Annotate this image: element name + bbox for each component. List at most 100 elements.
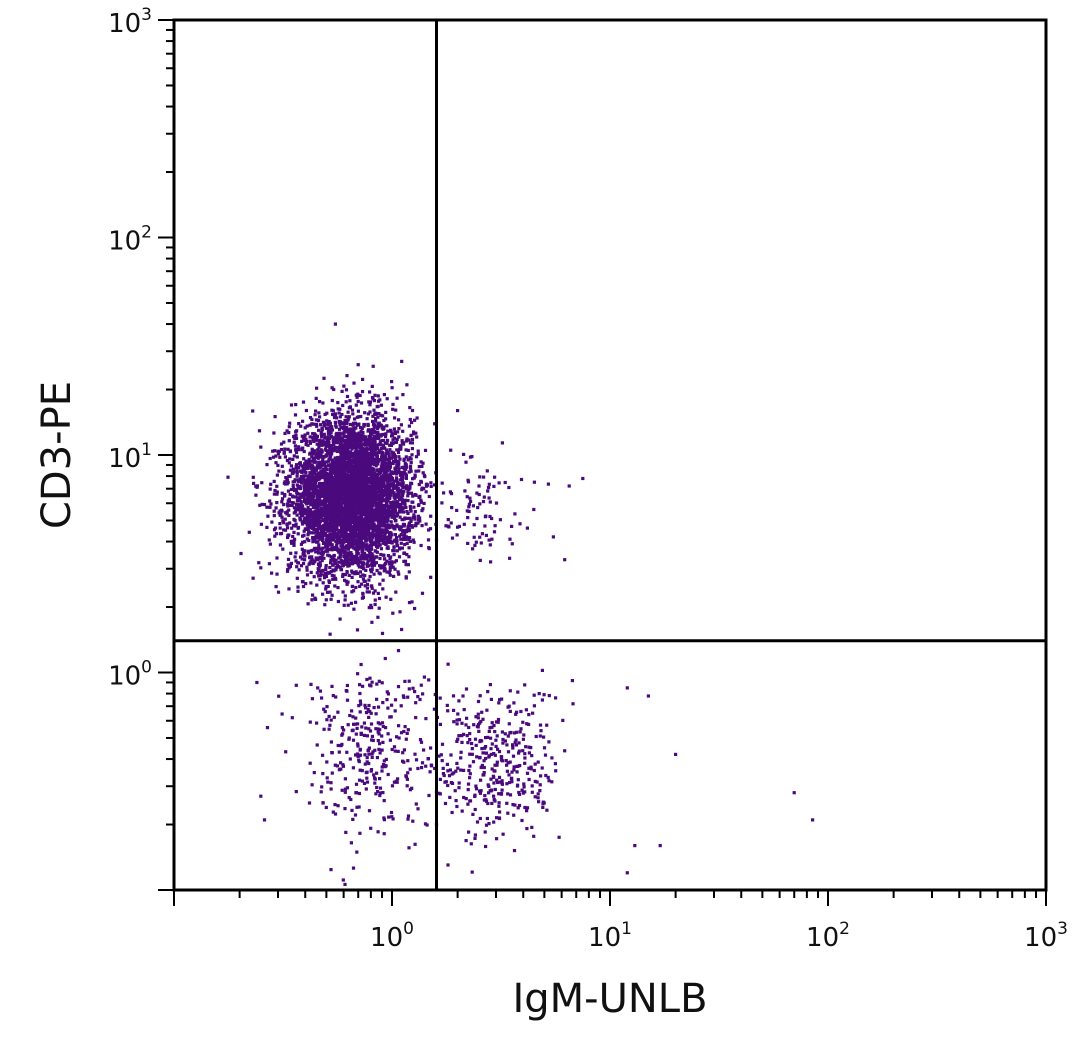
event-dot xyxy=(365,455,369,459)
event-dot xyxy=(365,562,369,566)
event-dot xyxy=(375,433,379,437)
event-dot xyxy=(288,474,292,478)
event-dot xyxy=(417,465,421,469)
event-dot xyxy=(365,582,370,586)
event-dot xyxy=(395,523,399,527)
event-dot xyxy=(372,429,377,433)
scatter-points xyxy=(226,322,815,886)
event-dot xyxy=(362,526,366,530)
event-dot xyxy=(395,544,400,548)
event-dot xyxy=(413,524,417,528)
event-dot xyxy=(373,497,377,501)
event-dot xyxy=(306,527,310,531)
event-dot xyxy=(401,537,405,541)
event-dot xyxy=(374,477,378,481)
event-dot xyxy=(324,518,329,523)
event-dot xyxy=(382,511,386,515)
event-dot xyxy=(365,526,369,530)
event-dot xyxy=(337,536,341,540)
event-dot xyxy=(391,459,396,463)
event-dot xyxy=(334,506,338,511)
event-dot xyxy=(366,559,370,563)
event-dot xyxy=(344,534,348,538)
event-dot xyxy=(283,480,287,484)
event-dot xyxy=(336,599,340,604)
event-dot xyxy=(381,474,385,478)
event-dot xyxy=(382,515,386,519)
event-dot xyxy=(251,475,255,479)
event-dot xyxy=(427,547,431,551)
event-dot xyxy=(318,503,322,507)
event-dot xyxy=(412,513,416,517)
event-dot xyxy=(382,479,386,483)
event-dot xyxy=(344,388,349,392)
event-dot xyxy=(332,469,336,473)
event-dot xyxy=(259,445,263,449)
event-dot xyxy=(362,457,366,462)
event-dot xyxy=(324,531,328,535)
event-dot xyxy=(371,422,376,427)
event-dot xyxy=(321,551,325,555)
event-dot xyxy=(368,535,372,540)
event-dot xyxy=(359,522,363,526)
event-dot xyxy=(406,494,410,498)
event-dot xyxy=(301,504,305,508)
event-dot xyxy=(397,418,401,422)
event-dot xyxy=(305,467,309,471)
event-dot xyxy=(297,445,301,449)
event-dot xyxy=(354,486,358,490)
event-dot xyxy=(389,511,393,515)
event-dot xyxy=(369,551,373,556)
event-dot xyxy=(371,520,375,524)
event-dot xyxy=(275,556,279,560)
event-dot xyxy=(369,442,373,446)
event-dot xyxy=(293,488,297,493)
event-dot xyxy=(377,535,381,539)
event-dot xyxy=(387,504,391,508)
event-dot xyxy=(382,488,386,493)
event-dot xyxy=(307,459,312,463)
event-dot xyxy=(389,430,393,434)
event-dot xyxy=(289,561,293,565)
event-dot xyxy=(374,503,378,507)
event-dot xyxy=(308,439,312,443)
event-dot xyxy=(347,502,351,506)
event-dot xyxy=(318,578,322,582)
event-dot xyxy=(309,570,313,574)
event-dot xyxy=(305,480,309,484)
event-dot xyxy=(327,463,331,467)
event-dot xyxy=(292,530,296,534)
event-dot xyxy=(295,469,299,473)
event-dot xyxy=(373,589,377,593)
event-dot xyxy=(379,522,383,526)
event-dot xyxy=(338,456,342,460)
event-dot xyxy=(348,524,352,528)
event-dot xyxy=(408,466,413,470)
event-dot xyxy=(252,481,256,485)
event-dot xyxy=(404,455,408,459)
event-dot xyxy=(365,438,369,443)
event-dot xyxy=(356,542,361,546)
event-dot xyxy=(349,482,353,487)
event-dot xyxy=(318,470,322,475)
event-dot xyxy=(320,440,324,445)
event-dot xyxy=(340,452,344,456)
event-dot xyxy=(364,472,368,476)
event-dot xyxy=(375,457,379,461)
event-dot xyxy=(352,439,356,443)
event-dot xyxy=(393,567,397,571)
event-dot xyxy=(398,610,402,614)
event-dot xyxy=(335,476,339,480)
event-dot xyxy=(408,536,412,540)
event-dot xyxy=(399,423,403,427)
event-dot xyxy=(336,534,340,538)
event-dot xyxy=(397,435,401,439)
event-dot xyxy=(300,522,305,526)
event-dot xyxy=(399,541,403,545)
event-dot xyxy=(393,533,397,537)
event-dot xyxy=(360,565,365,569)
event-dot xyxy=(364,467,368,471)
event-dot xyxy=(346,553,350,557)
event-dot xyxy=(410,600,414,604)
event-dot xyxy=(391,509,395,513)
